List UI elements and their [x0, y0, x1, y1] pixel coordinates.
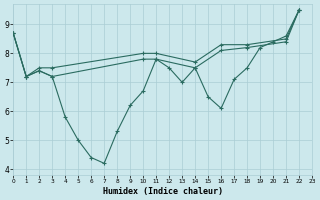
X-axis label: Humidex (Indice chaleur): Humidex (Indice chaleur)	[103, 187, 223, 196]
